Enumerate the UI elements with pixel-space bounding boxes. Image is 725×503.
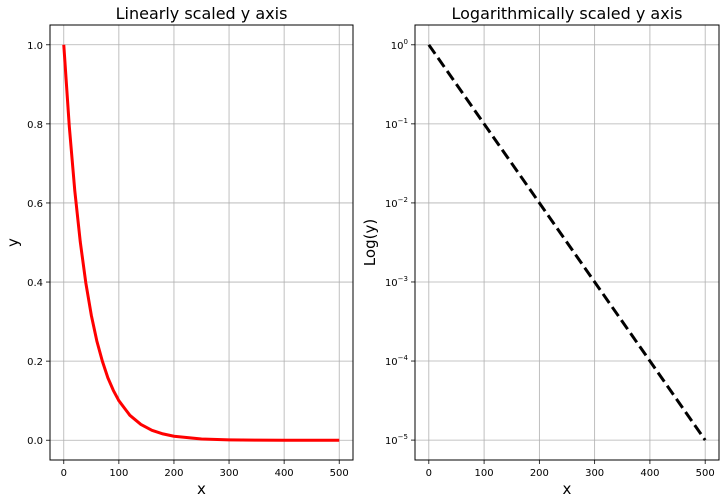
x-tick-label: 500 — [696, 468, 715, 479]
y-tick-label: 0.8 — [27, 120, 43, 131]
y-tick-label: 100 — [391, 38, 408, 52]
y-tick-label: 1.0 — [27, 41, 43, 52]
chart-1: 0 100 200 300 400 500 0.0 0.2 0.4 0.6 0.8 1.0 Linear… — [4, 4, 354, 498]
chart-title: Linearly scaled y axis — [116, 4, 288, 23]
y-tick-label: 0.0 — [27, 436, 43, 447]
y-tick-label: 0.2 — [27, 357, 43, 368]
y-axis-label: Log(y) — [361, 219, 379, 266]
x-tick-label: 200 — [164, 468, 183, 479]
axes-frame — [414, 24, 720, 461]
x-tick-label: 500 — [330, 468, 349, 479]
y-tick-label: 10−4 — [385, 354, 409, 368]
axes-frame — [49, 24, 354, 461]
y-tick-label: 10−2 — [385, 196, 408, 210]
series-line-1 — [427, 43, 707, 441]
chart-2: 0 100 200 300 400 500 100 10−1 10−2 10−3 10−4 10−5 L… — [361, 4, 720, 498]
x-tick-label: 0 — [426, 468, 432, 479]
chart-title: Logarithmically scaled y axis — [452, 4, 683, 23]
x-tick-label: 400 — [275, 468, 294, 479]
x-tick-label: 0 — [61, 468, 67, 479]
y-tick-label: 10−5 — [385, 433, 408, 447]
y-tick-label: 10−1 — [385, 117, 408, 131]
x-tick-label: 100 — [475, 468, 494, 479]
x-tick-label: 200 — [530, 468, 549, 479]
x-axis-label: x — [197, 480, 206, 498]
y-tick-label: 10−3 — [385, 275, 408, 289]
x-axis-label: x — [563, 480, 572, 498]
x-tick-label: 300 — [219, 468, 238, 479]
x-tick-label: 400 — [640, 468, 659, 479]
y-axis-label: y — [4, 238, 22, 247]
y-tick-label: 0.4 — [27, 278, 43, 289]
series-line-1 — [62, 44, 340, 442]
y-tick-label: 0.6 — [27, 199, 43, 210]
x-tick-label: 100 — [109, 468, 128, 479]
x-tick-label: 300 — [585, 468, 604, 479]
